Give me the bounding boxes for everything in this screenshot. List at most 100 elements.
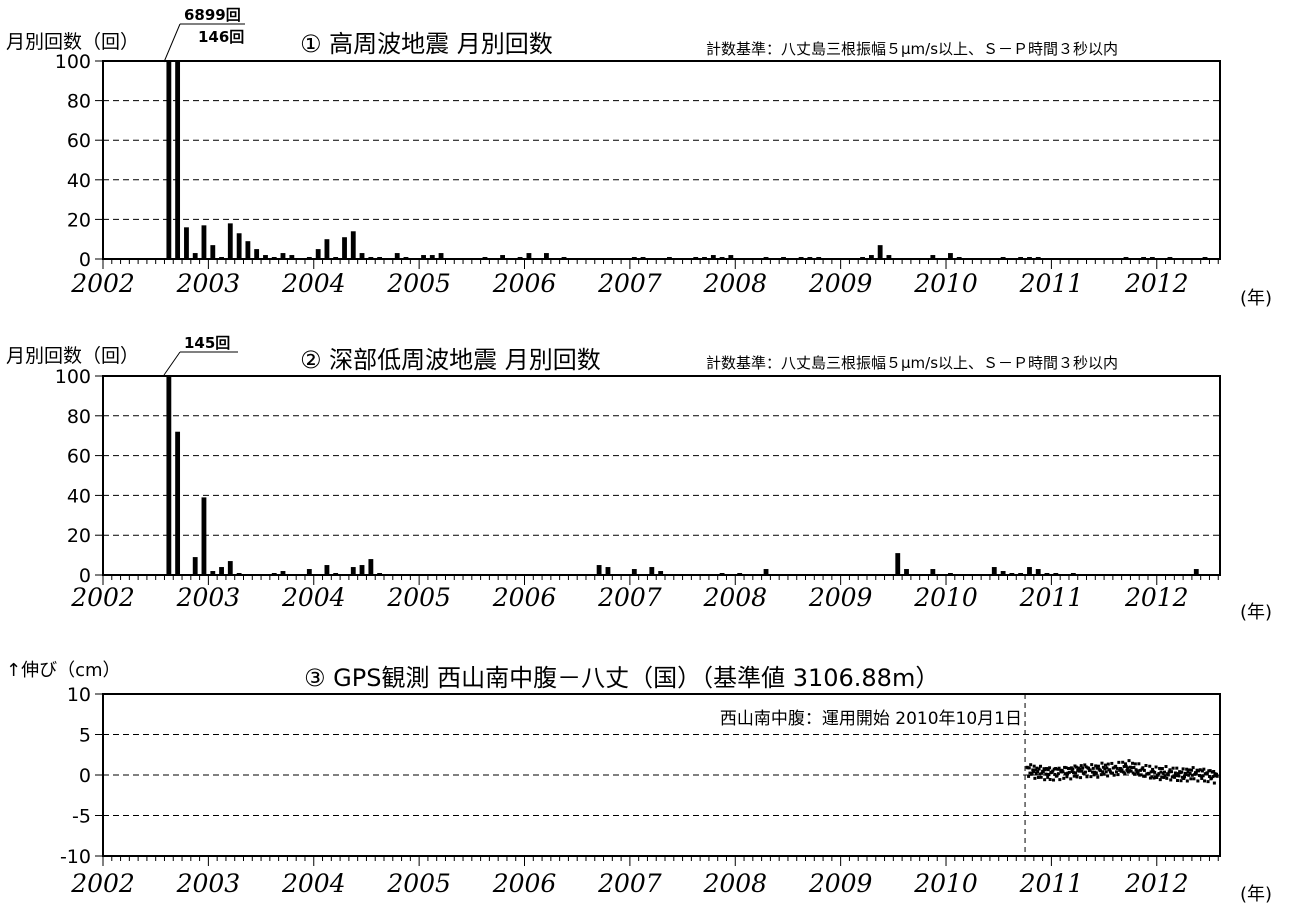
gps-point	[1148, 764, 1152, 768]
bar	[649, 567, 655, 575]
gps-point	[1032, 764, 1036, 768]
gps-point	[1043, 778, 1047, 782]
bar	[1027, 567, 1032, 575]
gps-point	[1074, 771, 1078, 775]
gps-point	[1096, 764, 1100, 768]
bar	[324, 565, 330, 575]
gps-point	[1206, 780, 1210, 784]
x-tick-label: 2010	[913, 269, 978, 298]
bar	[394, 253, 400, 259]
gps-point	[1208, 769, 1212, 773]
gps-point	[1090, 770, 1094, 774]
gps-point	[1126, 770, 1130, 774]
gps-point	[1163, 770, 1167, 774]
gps-point	[1210, 776, 1214, 780]
gps-point	[1207, 774, 1211, 778]
y-tick-label: 20	[67, 525, 91, 547]
gps-point	[1168, 768, 1172, 772]
gps-point	[1169, 778, 1173, 782]
gps-point	[1118, 766, 1122, 770]
gps-point	[1174, 773, 1178, 777]
bar	[500, 255, 506, 259]
gps-point	[1187, 768, 1191, 772]
gps-point	[1133, 772, 1137, 776]
gps-point	[1111, 771, 1115, 775]
gps-point	[1173, 775, 1177, 779]
bar	[948, 253, 953, 259]
gps-point	[1119, 769, 1123, 773]
panel-1-criteria: 計数基準：八丈島三根振幅５μm/s以上、Ｓ－Ｐ時間３秒以内	[706, 40, 1118, 58]
panel-2-title: ② 深部低周波地震 月別回数	[300, 346, 601, 374]
gps-point	[1150, 775, 1154, 779]
gps-point	[1099, 769, 1103, 773]
gps-point	[1195, 768, 1199, 772]
gps-point	[1031, 770, 1035, 774]
gps-point	[1080, 769, 1084, 773]
gps-point	[1092, 773, 1096, 777]
x-tick-label: 2004	[281, 869, 346, 898]
bar	[526, 253, 532, 259]
gps-point	[1214, 772, 1218, 776]
gps-point	[1159, 770, 1163, 774]
gps-point	[1103, 763, 1107, 767]
gps-point	[1154, 765, 1158, 769]
gps-point	[1069, 777, 1073, 781]
bar	[368, 559, 374, 575]
gps-point	[1170, 775, 1174, 779]
gps-point	[1123, 772, 1127, 776]
gps-point	[1027, 766, 1031, 770]
gps-point	[1056, 772, 1060, 776]
bar	[306, 569, 312, 575]
gps-point	[1160, 767, 1164, 771]
gps-point	[1100, 761, 1104, 765]
panel-3: ↑伸び（cm） ③ GPS観測 西山南中腹－八丈（国）（基準値 3106.88m…	[6, 660, 1272, 905]
x-tick-label: 2005	[386, 269, 451, 298]
x-tick-label: 2002	[70, 583, 135, 612]
panel-2: 月別回数（回） ② 深部低周波地震 月別回数 計数基準：八丈島三根振幅５μm/s…	[6, 334, 1272, 623]
gps-point	[1170, 770, 1174, 774]
gps-point	[1074, 765, 1078, 769]
bar	[763, 569, 769, 575]
gps-point	[1129, 769, 1133, 773]
gps-point	[1114, 770, 1118, 774]
panel-2-ylabel: 月別回数（回）	[6, 345, 139, 367]
gps-point	[1124, 762, 1128, 766]
bar	[201, 225, 207, 259]
panel-2-criteria: 計数基準：八丈島三根振幅５μm/s以上、Ｓ－Ｐ時間３秒以内	[706, 354, 1118, 372]
bar	[227, 223, 233, 259]
x-tick-label: 2003	[176, 269, 241, 298]
panel-1-bars	[166, 61, 1208, 259]
gps-point	[1081, 766, 1085, 770]
gps-point	[1051, 769, 1055, 773]
gps-point	[1031, 768, 1035, 772]
panel-1: 月別回数（回） ① 高周波地震 月別回数 計数基準：八丈島三根振幅５μm/s以上…	[6, 6, 1272, 309]
gps-point	[1078, 767, 1082, 771]
bar	[236, 233, 242, 259]
gps-point	[1142, 768, 1146, 772]
gps-point	[1138, 773, 1142, 777]
bar	[1000, 571, 1006, 575]
y-tick-label: 5	[79, 725, 91, 747]
gps-point	[1151, 767, 1155, 771]
bar	[930, 569, 936, 575]
gps-point	[1153, 770, 1157, 774]
gps-point	[1084, 765, 1088, 769]
bar	[192, 557, 198, 575]
gps-point	[1160, 775, 1164, 779]
gps-point	[1143, 774, 1147, 778]
bar	[877, 245, 883, 259]
gps-point	[1194, 771, 1198, 775]
gps-point	[1158, 778, 1162, 782]
bar	[605, 567, 611, 575]
panel-3-annotation: 西山南中腹：運用開始 2010年10月1日	[720, 709, 1022, 729]
x-tick-label: 2004	[281, 583, 346, 612]
y-tick-label: 10	[67, 684, 91, 706]
gps-point	[1071, 767, 1075, 771]
gps-point	[1167, 770, 1171, 774]
gps-point	[1120, 768, 1124, 772]
panel-1-ylabel: 月別回数（回）	[6, 31, 139, 53]
x-tick-label: 2012	[1124, 583, 1189, 612]
bar	[245, 241, 251, 259]
bar	[438, 253, 444, 259]
